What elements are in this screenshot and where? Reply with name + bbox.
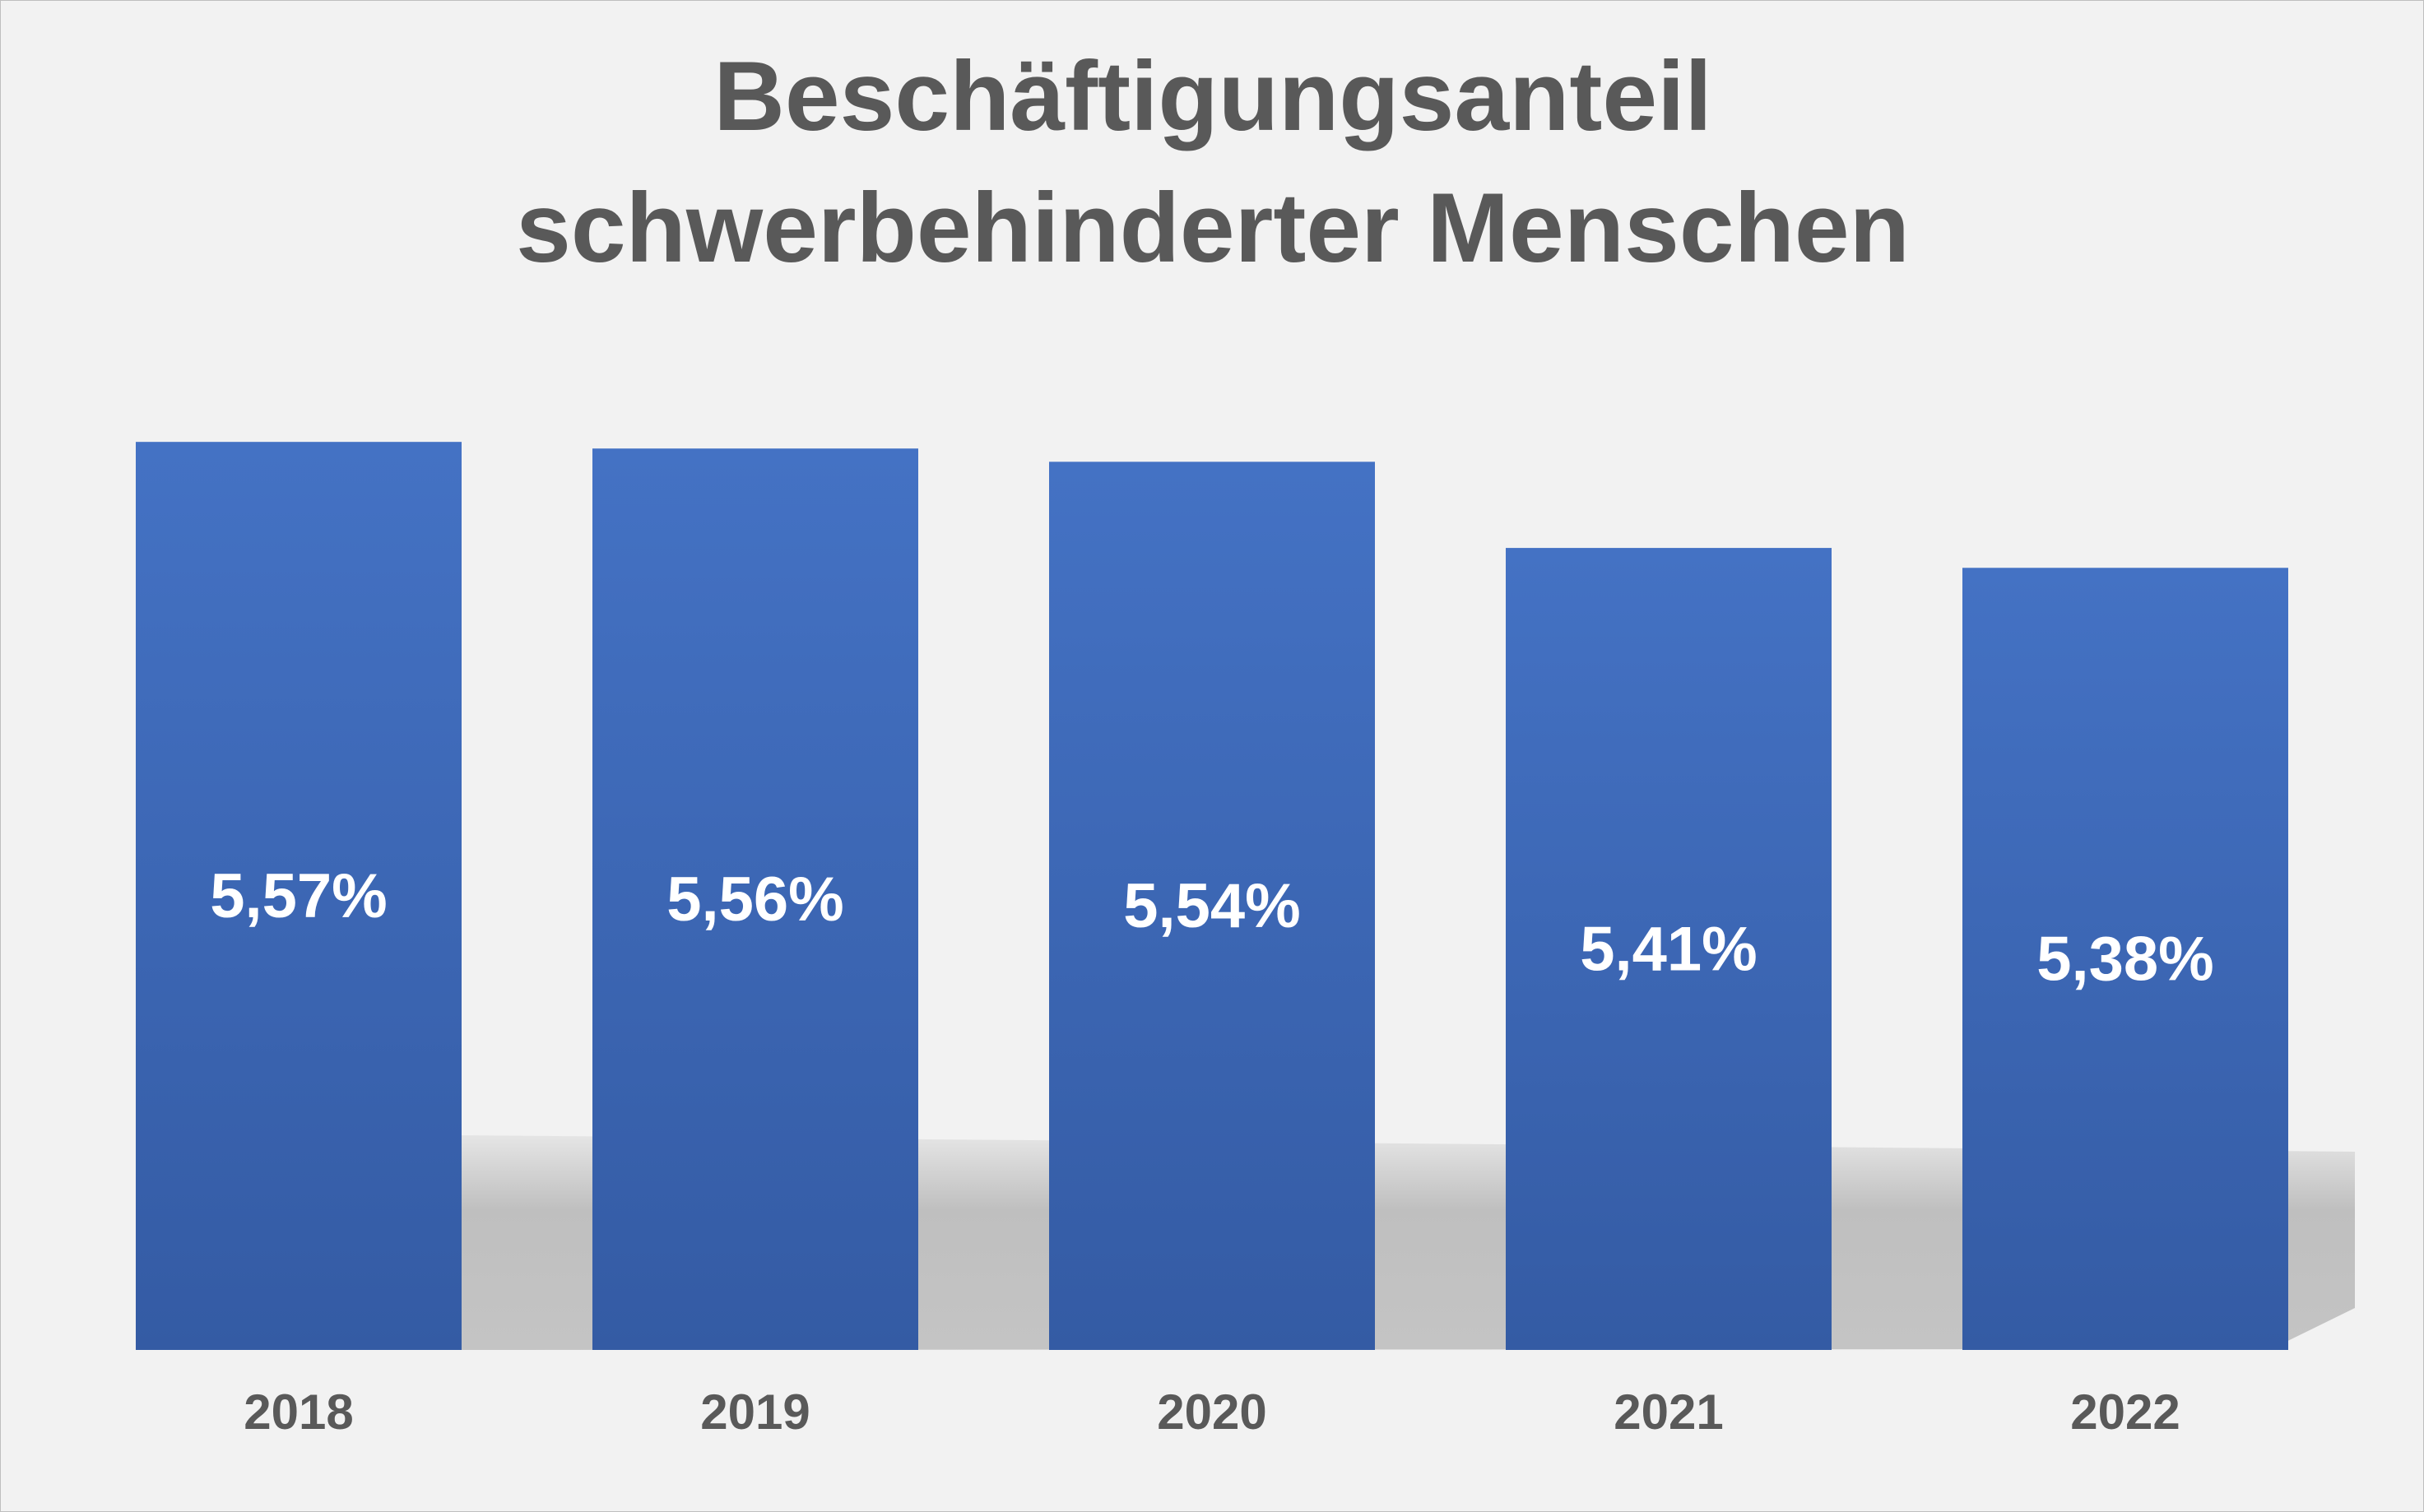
bar-2022 (1962, 568, 2288, 1350)
value-label-2018: 5,57% (210, 861, 388, 931)
bar-shadow (461, 1135, 2355, 1350)
chart-title-line-1: Beschäftigungsanteil (713, 41, 1712, 151)
chart-title: Beschäftigungsanteil schwerbehinderter M… (1, 30, 2424, 294)
value-label-2020: 5,54% (1123, 871, 1301, 941)
x-axis-tick-labels: 2018 2019 2020 2021 2022 (244, 1384, 2180, 1440)
value-labels: 5,57% 5,56% 5,54% 5,41% 5,38% (210, 861, 2214, 995)
bar-2019 (592, 448, 918, 1351)
bar-2020 (1049, 461, 1375, 1351)
x-tick-label-2020: 2020 (1157, 1384, 1266, 1440)
value-label-2019: 5,56% (666, 865, 844, 935)
value-label-2022: 5,38% (2036, 925, 2214, 995)
bars (136, 442, 2288, 1351)
bar-shadow-layer (461, 1135, 2355, 1350)
bar-2021 (1506, 548, 1832, 1350)
value-label-2021: 5,41% (1580, 915, 1758, 985)
x-tick-label-2021: 2021 (1614, 1384, 1723, 1440)
bar-2018 (136, 442, 462, 1351)
chart-title-line-2: schwerbehinderter Menschen (516, 173, 1910, 283)
x-tick-label-2019: 2019 (700, 1384, 810, 1440)
x-tick-label-2018: 2018 (244, 1384, 353, 1440)
x-tick-label-2022: 2022 (2070, 1384, 2180, 1440)
